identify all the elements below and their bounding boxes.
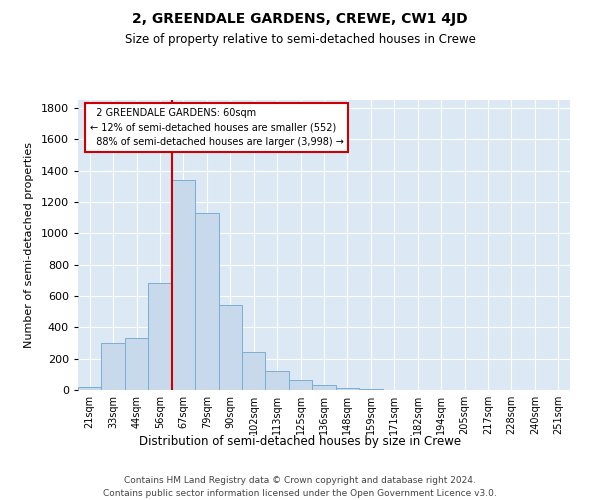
- Bar: [359, 389, 383, 390]
- Bar: [312, 386, 336, 390]
- Y-axis label: Number of semi-detached properties: Number of semi-detached properties: [24, 142, 34, 348]
- Text: Size of property relative to semi-detached houses in Crewe: Size of property relative to semi-detach…: [125, 32, 475, 46]
- Bar: [242, 352, 265, 390]
- Bar: [172, 180, 195, 390]
- Text: 2 GREENDALE GARDENS: 60sqm
← 12% of semi-detached houses are smaller (552)
  88%: 2 GREENDALE GARDENS: 60sqm ← 12% of semi…: [90, 108, 344, 148]
- Bar: [195, 213, 218, 390]
- Bar: [336, 388, 359, 390]
- Bar: [78, 387, 101, 390]
- Text: 2, GREENDALE GARDENS, CREWE, CW1 4JD: 2, GREENDALE GARDENS, CREWE, CW1 4JD: [132, 12, 468, 26]
- Text: Contains HM Land Registry data © Crown copyright and database right 2024.
Contai: Contains HM Land Registry data © Crown c…: [103, 476, 497, 498]
- Bar: [218, 304, 242, 390]
- Bar: [148, 284, 172, 390]
- Text: Distribution of semi-detached houses by size in Crewe: Distribution of semi-detached houses by …: [139, 435, 461, 448]
- Bar: [289, 380, 312, 390]
- Bar: [101, 343, 125, 390]
- Bar: [125, 338, 148, 390]
- Bar: [265, 371, 289, 390]
